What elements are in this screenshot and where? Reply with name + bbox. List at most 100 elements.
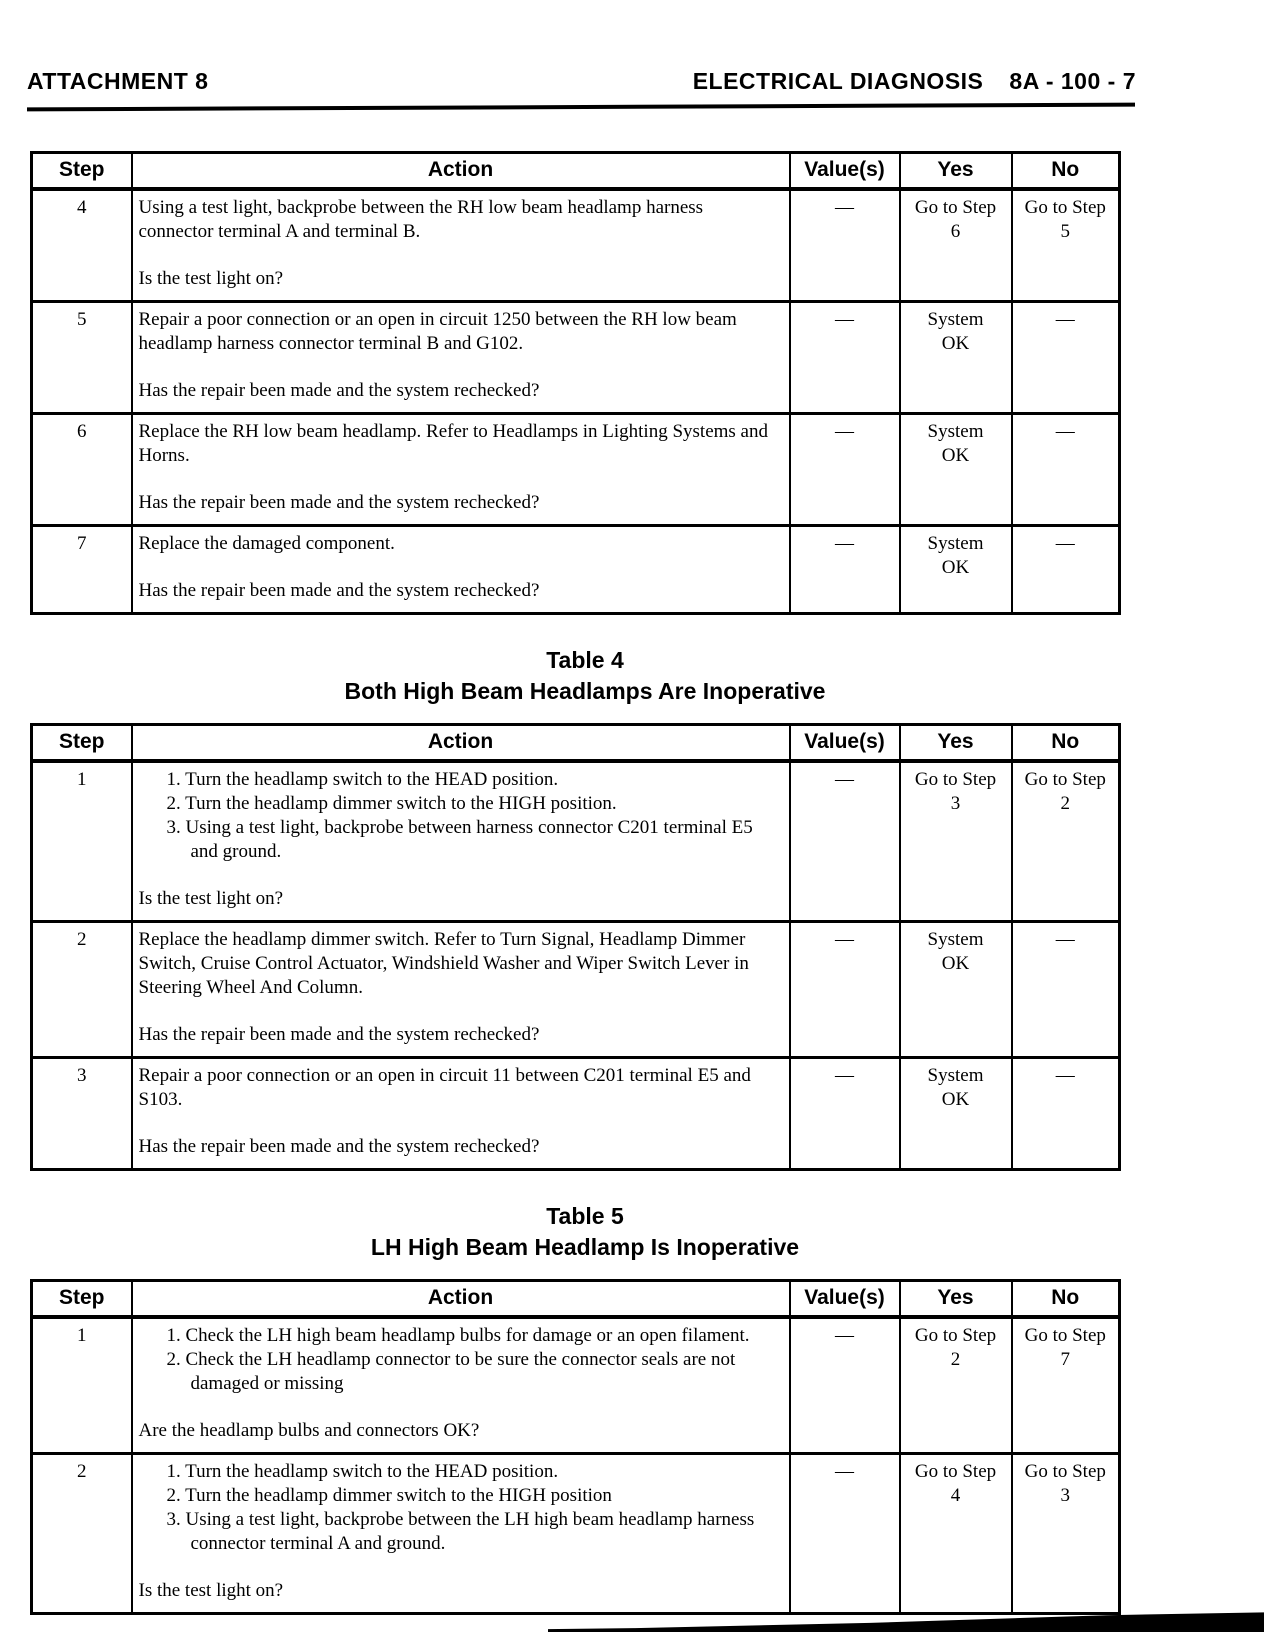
- table-row: 2 1. Turn the headlamp switch to the HEA…: [30, 1452, 1121, 1615]
- yes-cell: Go to Step 2: [898, 1315, 1013, 1455]
- yes-line: 2: [950, 1349, 961, 1370]
- section-title: ELECTRICAL DIAGNOSIS: [692, 68, 984, 94]
- no-cell: Go to Step 7: [1010, 1315, 1121, 1455]
- action-question: Has the repair been made and the system …: [138, 1024, 540, 1045]
- attachment-label: ATTACHMENT 8: [27, 68, 209, 94]
- action-question: Is the test light on?: [138, 268, 284, 289]
- action-list-item: 1. Turn the headlamp switch to the HEAD …: [166, 769, 559, 790]
- table-row: 1 1. Check the LH high beam headlamp bul…: [30, 1315, 1121, 1455]
- action-question: Is the test light on?: [138, 1580, 284, 1601]
- col-step: Step: [30, 723, 133, 763]
- no-line: —: [1055, 533, 1075, 554]
- table-header-row: Step Action Value(s) Yes No: [30, 723, 1121, 763]
- action-question: Has the repair been made and the system …: [138, 492, 540, 513]
- action-question: Are the headlamp bulbs and connectors OK…: [138, 1420, 480, 1441]
- no-cell: —: [1010, 412, 1121, 527]
- action-list-item: 2. Check the LH headlamp connector to be…: [166, 1349, 736, 1394]
- step-number: 4: [30, 187, 133, 303]
- step-number: 2: [30, 920, 133, 1059]
- table-5-title-text: LH High Beam Headlamp Is Inoperative: [370, 1234, 800, 1260]
- yes-cell: System OK: [898, 524, 1013, 615]
- action-cell: 1. Turn the headlamp switch to the HEAD …: [130, 1452, 791, 1615]
- table-5-title: Table 5 LH High Beam Headlamp Is Inopera…: [30, 1201, 1140, 1263]
- yes-line: System: [927, 1065, 984, 1086]
- no-cell: —: [1010, 524, 1121, 615]
- action-cell: Repair a poor connection or an open in c…: [130, 300, 791, 415]
- table-row: 6 Replace the RH low beam headlamp. Refe…: [30, 412, 1121, 527]
- action-text: Using a test light, backprobe between th…: [138, 197, 704, 242]
- col-values: Value(s): [788, 1279, 901, 1319]
- no-cell: Go to Step 2: [1010, 759, 1121, 923]
- yes-line: OK: [941, 445, 970, 466]
- action-list-item: 1. Turn the headlamp switch to the HEAD …: [166, 1461, 559, 1482]
- values-cell: —: [788, 1315, 901, 1455]
- no-line: 3: [1060, 1485, 1071, 1506]
- table-4: Step Action Value(s) Yes No 1 1. Turn th…: [30, 723, 1121, 1171]
- step-number: 1: [30, 759, 133, 923]
- yes-line: Go to Step: [914, 769, 997, 790]
- section-page-label: ELECTRICAL DIAGNOSIS 8A - 100 - 7: [693, 68, 1136, 95]
- col-action: Action: [130, 723, 791, 763]
- page-code: 8A - 100 - 7: [1009, 68, 1136, 94]
- no-line: Go to Step: [1024, 197, 1106, 218]
- col-step: Step: [30, 1279, 133, 1319]
- action-question: Has the repair been made and the system …: [138, 580, 540, 601]
- action-cell: 1. Check the LH high beam headlamp bulbs…: [130, 1315, 791, 1455]
- page-header: ATTACHMENT 8 ELECTRICAL DIAGNOSIS 8A - 10…: [0, 0, 1264, 95]
- action-question: Is the test light on?: [138, 888, 284, 909]
- values-cell: —: [788, 524, 901, 615]
- header-rule: [26, 102, 1136, 112]
- table-row: 7 Replace the damaged component. Has the…: [30, 524, 1121, 615]
- col-yes: Yes: [898, 1279, 1013, 1319]
- no-line: 2: [1060, 793, 1071, 814]
- table-row: 1 1. Turn the headlamp switch to the HEA…: [30, 759, 1121, 923]
- yes-cell: System OK: [898, 412, 1013, 527]
- step-number: 5: [30, 300, 133, 415]
- yes-line: System: [927, 309, 984, 330]
- col-values: Value(s): [788, 151, 901, 191]
- yes-line: 6: [950, 221, 961, 242]
- action-question: Has the repair been made and the system …: [138, 1136, 540, 1157]
- col-action: Action: [130, 151, 791, 191]
- values-cell: —: [788, 300, 901, 415]
- action-question: Has the repair been made and the system …: [138, 380, 540, 401]
- action-cell: Replace the headlamp dimmer switch. Refe…: [130, 920, 791, 1059]
- col-no: No: [1010, 1279, 1121, 1319]
- table-4-title-number: Table 4: [546, 647, 624, 673]
- table-row: 3 Repair a poor connection or an open in…: [30, 1056, 1121, 1171]
- action-list-item: 2. Turn the headlamp dimmer switch to th…: [166, 793, 617, 814]
- action-list-item: 1. Check the LH high beam headlamp bulbs…: [166, 1325, 750, 1346]
- table-row: 4 Using a test light, backprobe between …: [30, 187, 1121, 303]
- table-4-title: Table 4 Both High Beam Headlamps Are Ino…: [30, 645, 1140, 707]
- yes-line: Go to Step: [914, 1461, 997, 1482]
- step-number: 2: [30, 1452, 133, 1615]
- action-cell: Using a test light, backprobe between th…: [130, 187, 791, 303]
- step-number: 1: [30, 1315, 133, 1455]
- yes-cell: System OK: [898, 920, 1013, 1059]
- no-line: Go to Step: [1024, 769, 1106, 790]
- action-cell: Replace the RH low beam headlamp. Refer …: [130, 412, 791, 527]
- yes-line: OK: [941, 333, 970, 354]
- col-step: Step: [30, 151, 133, 191]
- no-cell: Go to Step 3: [1010, 1452, 1121, 1615]
- yes-line: System: [927, 533, 984, 554]
- yes-line: Go to Step: [914, 197, 997, 218]
- step-number: 3: [30, 1056, 133, 1171]
- table-5-title-number: Table 5: [546, 1203, 624, 1229]
- no-line: —: [1055, 1065, 1075, 1086]
- action-text: Repair a poor connection or an open in c…: [138, 1065, 751, 1110]
- no-cell: —: [1010, 920, 1121, 1059]
- no-line: Go to Step: [1024, 1461, 1106, 1482]
- yes-cell: System OK: [898, 1056, 1013, 1171]
- action-cell: Replace the damaged component. Has the r…: [130, 524, 791, 615]
- diagnostic-table-continued: Step Action Value(s) Yes No 4 Using a te…: [30, 151, 1121, 615]
- yes-cell: Go to Step 3: [898, 759, 1013, 923]
- no-line: Go to Step: [1024, 1325, 1106, 1346]
- no-cell: —: [1010, 300, 1121, 415]
- values-cell: —: [788, 412, 901, 527]
- action-text: Repair a poor connection or an open in c…: [138, 309, 737, 354]
- table-header-row: Step Action Value(s) Yes No: [30, 151, 1121, 191]
- values-cell: —: [788, 759, 901, 923]
- yes-line: Go to Step: [914, 1325, 997, 1346]
